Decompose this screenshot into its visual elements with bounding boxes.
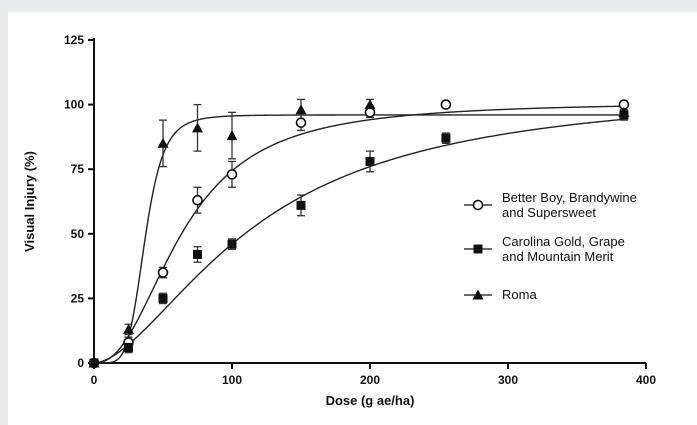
data-point-series-3 [123, 323, 134, 334]
error-bars [124, 98, 628, 354]
data-point-series-2 [193, 249, 202, 259]
x-tick-label: 0 [91, 373, 98, 387]
chart-area: 0 25 50 75 100 125 0 100 200 300 400 Better Boy, B… [8, 12, 697, 425]
data-point-series-1 [226, 169, 238, 180]
data-point-series-2 [158, 293, 168, 303]
fit-curves [93, 105, 624, 364]
data-point-series-2 [227, 239, 237, 249]
legend-marker [472, 199, 484, 211]
data-point-series-2 [296, 200, 306, 210]
data-point-series-3 [192, 122, 203, 133]
legend-label: Better Boy, Brandywine and Supersweet [502, 190, 637, 220]
data-points [88, 99, 630, 369]
data-point-series-1 [157, 267, 169, 278]
data-point-series-1 [295, 117, 307, 128]
fit-curve-series-1 [93, 105, 624, 364]
x-tick-label: 200 [360, 373, 380, 387]
legend-label: Roma [502, 287, 537, 302]
data-point-series-1 [192, 194, 203, 206]
y-tick-label: 0 [77, 356, 84, 370]
data-point-series-2 [441, 133, 451, 143]
legend-label: Carolina Gold, Grape and Mountain Merit [502, 234, 625, 264]
data-point-series-3 [618, 106, 630, 117]
data-point-series-3 [295, 104, 307, 115]
data-point-series-1 [364, 107, 376, 118]
y-tick-label: 50 [71, 227, 85, 241]
legend-marker [472, 289, 484, 300]
legend-marker [473, 244, 483, 254]
x-tick-label: 100 [222, 373, 242, 387]
data-point-series-3 [88, 357, 100, 368]
data-point-series-2 [365, 156, 375, 166]
fit-curve-series-2 [93, 118, 624, 364]
x-tick-label: 300 [498, 373, 518, 387]
y-tick-label: 125 [64, 33, 84, 47]
y-tick-label: 75 [71, 162, 85, 176]
data-point-series-1 [440, 99, 452, 110]
data-point-series-3 [157, 137, 169, 148]
y-tick-label: 25 [71, 291, 85, 305]
x-axis-title: Dose (g ae/ha) [326, 393, 415, 408]
fit-curve-series-3 [94, 114, 624, 364]
y-tick-label: 100 [64, 98, 84, 112]
data-point-series-3 [364, 99, 376, 110]
data-point-series-2 [124, 342, 133, 352]
legend: Better Boy, Brandywine and Supersweet Caro… [464, 190, 637, 302]
dose-response-chart: 0 25 50 75 100 125 0 100 200 300 400 Better Boy, B… [22, 33, 656, 408]
x-tick-label: 400 [636, 373, 656, 387]
y-axis-title: Visual Injury (%) [22, 151, 37, 252]
data-point-series-3 [226, 130, 238, 141]
axes: 0 25 50 75 100 125 0 100 200 300 400 [64, 33, 656, 387]
